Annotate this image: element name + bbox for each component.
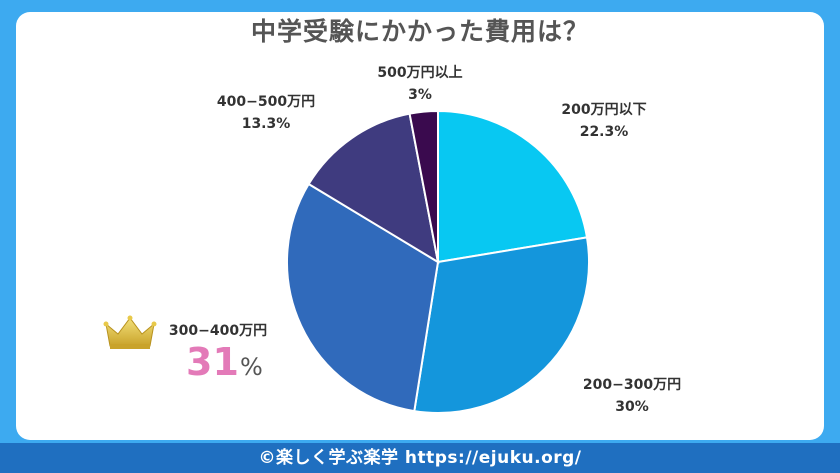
pct-300-400-sign: % [240,353,263,381]
slice-400-500 [307,112,440,265]
pie-slices [286,109,590,414]
pct-300-400: 31 [186,340,239,384]
pct-200-300: 30% [615,399,649,415]
label-500-over: 500万円以上 [377,65,462,81]
slice-500-over [408,109,439,263]
slice-200-300 [413,236,590,414]
slice-300-400 [286,182,440,413]
label-400-500: 400−500万円 [217,94,315,110]
label-300-400: 300−400万円 [169,323,267,339]
pct-200-under: 22.3% [580,124,629,140]
pct-400-500: 13.3% [242,116,291,132]
pct-500-over: 3% [408,87,432,103]
chart-title: 中学受験にかかった費用は？ [250,17,589,46]
crown-icon [103,315,157,349]
slice-200-under [437,109,589,264]
label-200-under: 200万円以下 [561,102,646,118]
footer-credit: ©楽しく学ぶ楽学 https://ejuku.org/ [0,443,840,473]
label-200-300: 200−300万円 [583,377,681,393]
